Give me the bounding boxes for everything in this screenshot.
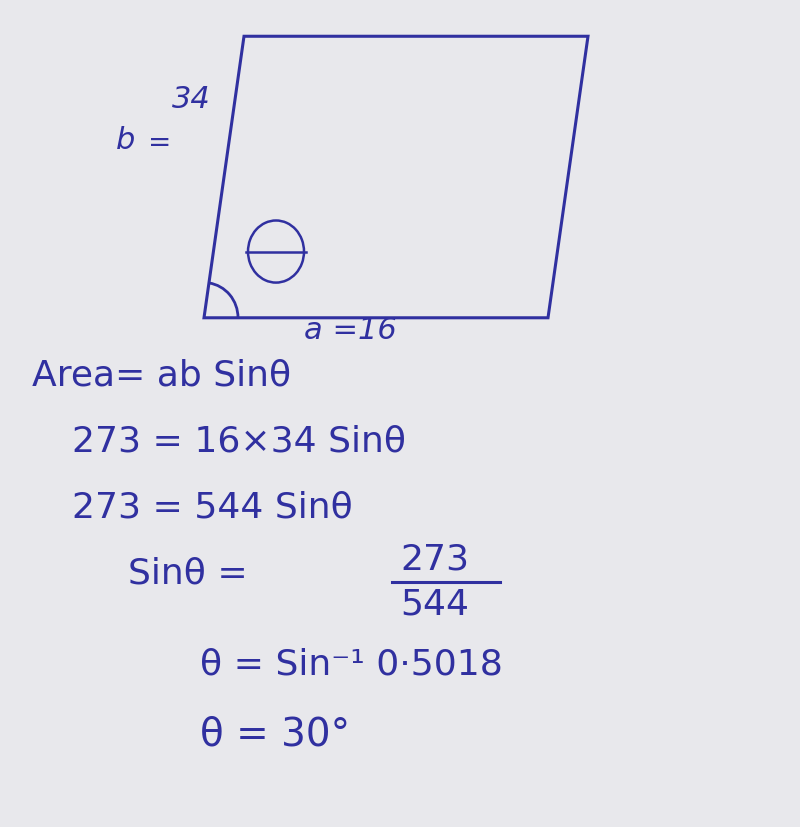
Text: 273 = 16×34 Sinθ: 273 = 16×34 Sinθ (72, 423, 406, 457)
Text: 273: 273 (400, 542, 469, 576)
Text: Sinθ =: Sinθ = (128, 556, 248, 590)
Text: 273 = 544 Sinθ: 273 = 544 Sinθ (72, 490, 353, 523)
Text: 34: 34 (172, 84, 210, 113)
Text: =: = (148, 128, 171, 156)
Text: Area= ab Sinθ: Area= ab Sinθ (32, 357, 291, 391)
Text: θ = 30°: θ = 30° (200, 715, 350, 753)
Text: a =16: a =16 (304, 316, 397, 345)
Text: θ = Sin⁻¹ 0·5018: θ = Sin⁻¹ 0·5018 (200, 647, 503, 681)
Text: 544: 544 (400, 586, 469, 620)
Text: b: b (116, 126, 135, 155)
